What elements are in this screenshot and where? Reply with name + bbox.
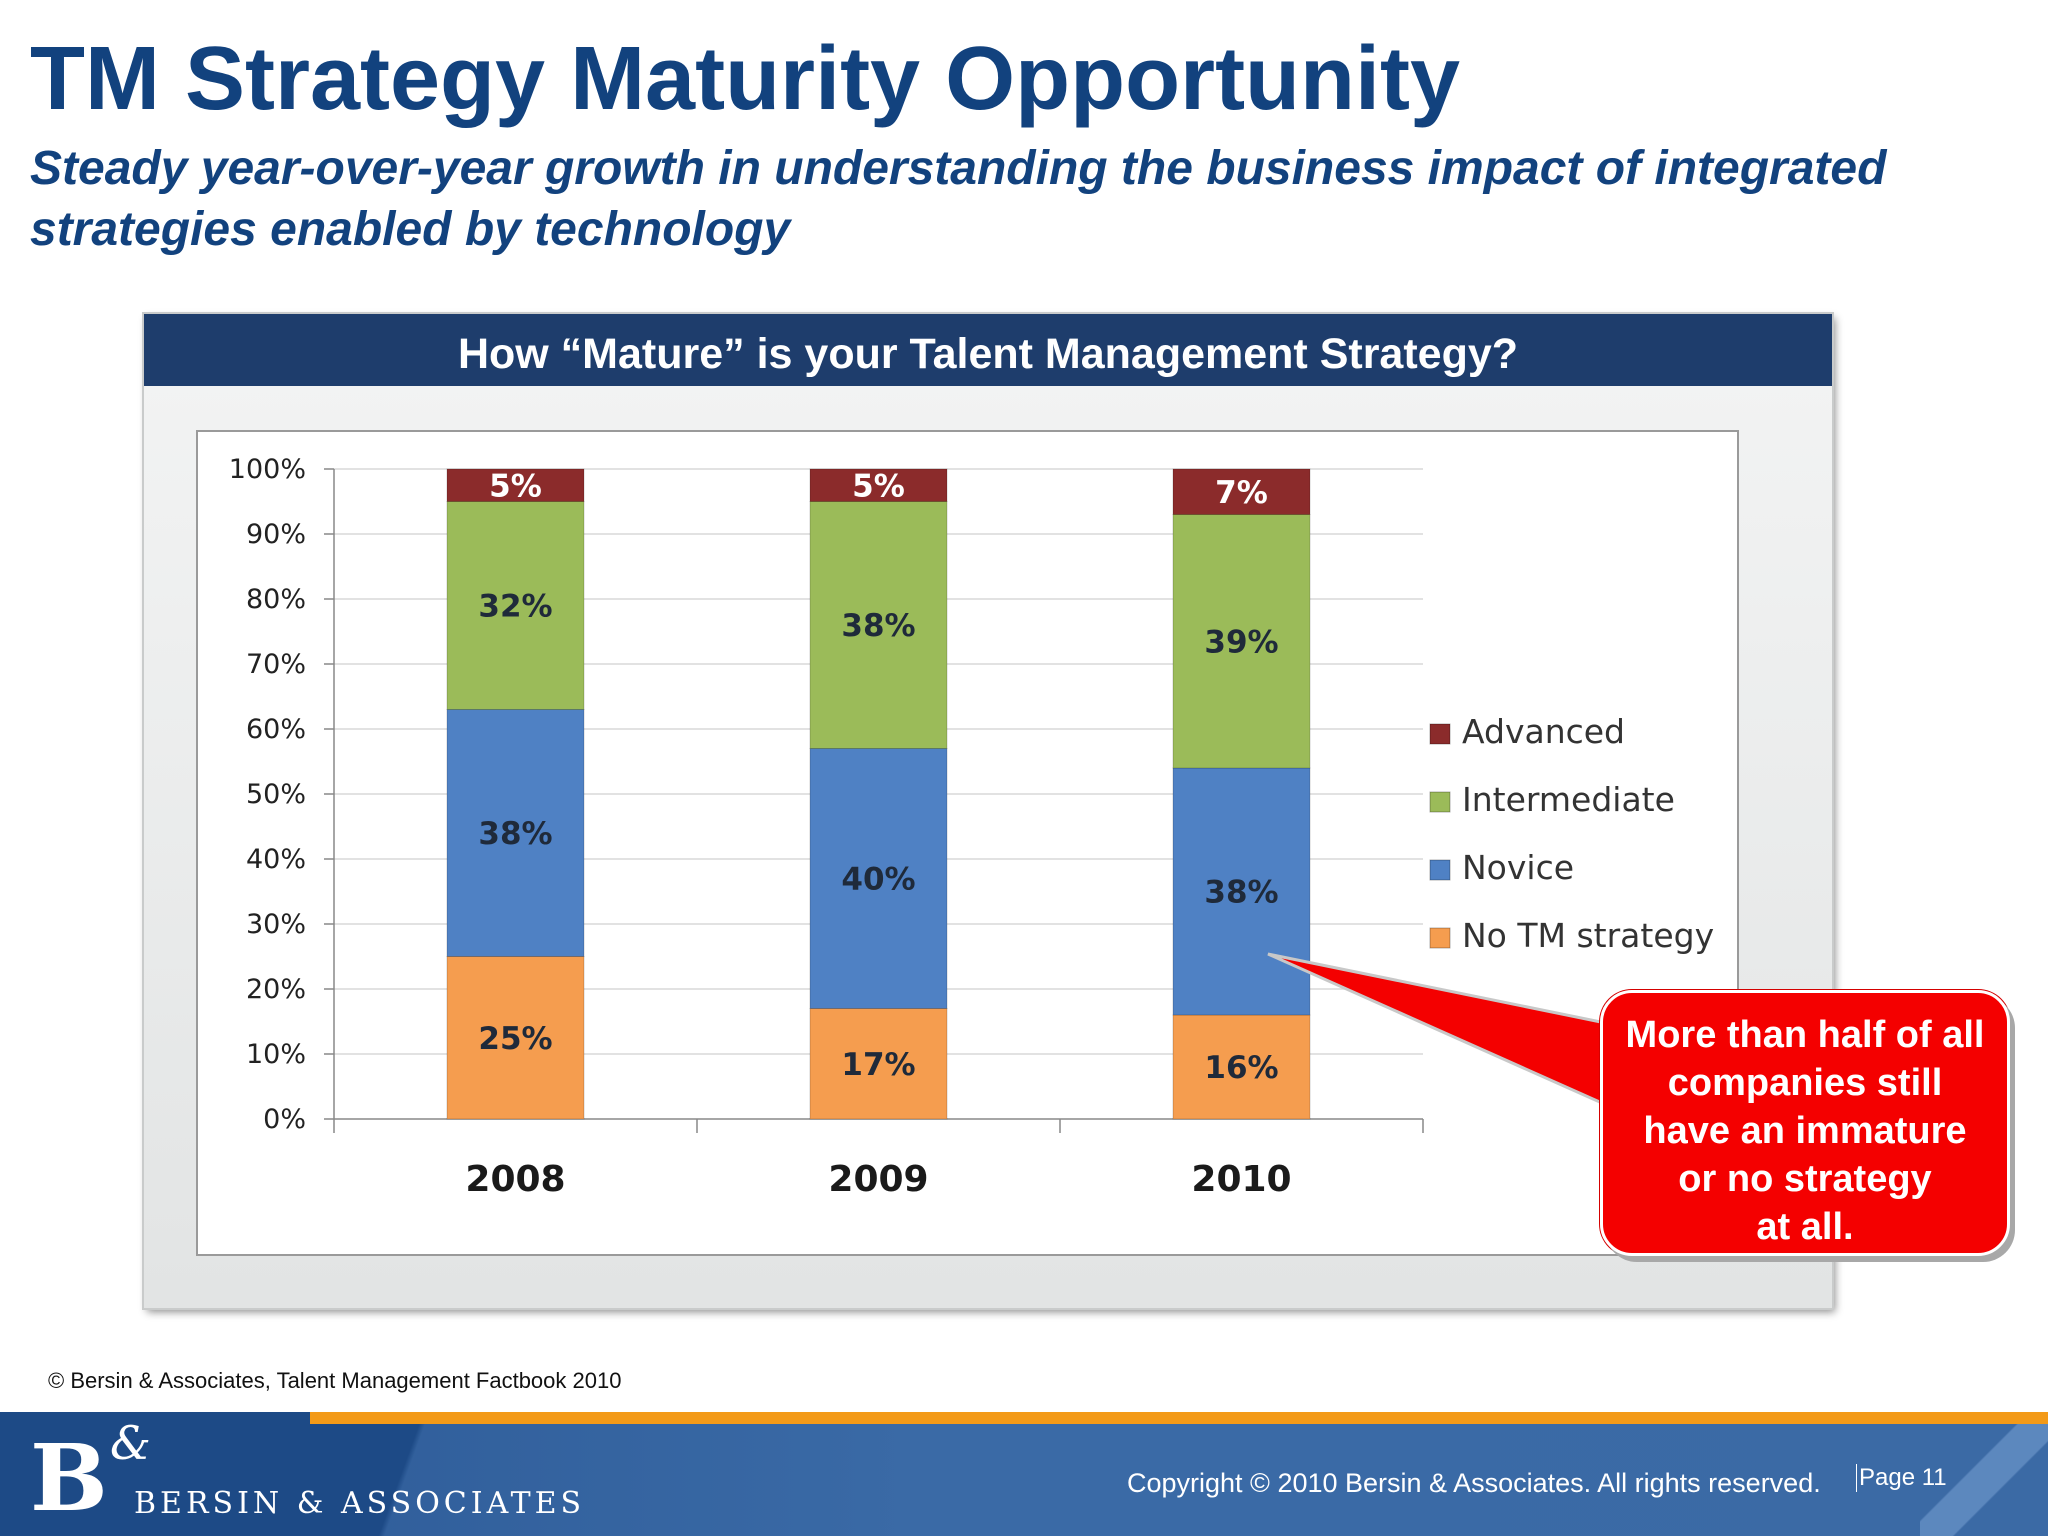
y-tick-label: 80% <box>246 584 306 615</box>
slide-title: TM Strategy Maturity Opportunity <box>30 29 1461 129</box>
y-tick-label: 60% <box>246 714 306 745</box>
x-tick-label: 2008 <box>465 1159 565 1200</box>
source-note: © Bersin & Associates, Talent Management… <box>48 1368 622 1393</box>
bar-segment <box>809 748 948 1009</box>
y-tick-label: 50% <box>246 779 306 810</box>
y-tick-label: 70% <box>246 649 306 680</box>
legend-swatch <box>1429 927 1451 949</box>
data-label: 5% <box>852 468 905 504</box>
legend-label: Novice <box>1462 848 1574 887</box>
callout-box: More than half of all companies still ha… <box>1600 990 2010 1256</box>
data-label: 38% <box>841 608 915 644</box>
data-label: 38% <box>478 816 552 852</box>
logo-letter: B <box>30 1424 108 1532</box>
plot-frame: 0% 10% 20% 30% 40% 50% 60% 70% 80% 90% 100% 25% 38% 3… <box>196 430 1739 1256</box>
stacked-bar-chart: 0% 10% 20% 30% 40% 50% 60% 70% 80% 90% 100% 25% 38% 3… <box>229 454 1714 1200</box>
logo-ampersand: & <box>110 1416 151 1470</box>
footer-decor-stripe <box>1920 1424 2048 1536</box>
bar-segment <box>809 468 948 502</box>
legend-label: Intermediate <box>1462 780 1675 819</box>
bar-segment <box>809 501 948 749</box>
footer-bar: B & BERSIN & ASSOCIATES Copyright © 2010… <box>0 1412 2048 1536</box>
data-label: 40% <box>841 862 915 898</box>
y-tick-label: 100% <box>229 454 306 485</box>
x-tick-label: 2009 <box>828 1159 928 1200</box>
copyright-text: Copyright © 2010 Bersin & Associates. Al… <box>1127 1468 1821 1498</box>
y-tick-label: 10% <box>246 1039 306 1070</box>
bar-segment <box>446 956 585 1120</box>
legend-label: No TM strategy <box>1462 916 1714 955</box>
y-tick-label: 40% <box>246 844 306 875</box>
data-label: 25% <box>478 1021 552 1057</box>
bar-segment <box>809 1008 948 1120</box>
data-label: 32% <box>478 589 552 625</box>
legend-swatch <box>1429 791 1451 813</box>
chart-panel: How “Mature” is your Talent Management S… <box>144 314 1832 1308</box>
bar-segment <box>1172 514 1311 769</box>
data-label: 38% <box>1204 875 1278 911</box>
footer-logo-band <box>0 1412 560 1536</box>
legend-label: Advanced <box>1462 712 1625 751</box>
chart-title: How “Mature” is your Talent Management S… <box>144 314 1832 386</box>
y-tick-label: 90% <box>246 519 306 550</box>
bar-segment <box>446 468 585 502</box>
logo-text: BERSIN & ASSOCIATES <box>134 1486 586 1521</box>
page-number: Page 11 <box>1856 1464 1947 1492</box>
data-label: 39% <box>1204 624 1278 660</box>
y-tick-label: 0% <box>263 1104 306 1135</box>
bar-segment <box>446 709 585 957</box>
footer-accent-stripe <box>310 1412 2048 1424</box>
data-label: 16% <box>1204 1050 1278 1086</box>
data-label: 7% <box>1215 475 1268 511</box>
bar-segment <box>446 501 585 710</box>
bar-segment <box>1172 468 1311 515</box>
y-tick-label: 20% <box>246 974 306 1005</box>
slide-subtitle: Steady year-over-year growth in understa… <box>30 142 1887 256</box>
data-label: 5% <box>489 468 542 504</box>
y-tick-label: 30% <box>246 909 306 940</box>
data-label: 17% <box>841 1047 915 1083</box>
x-tick-label: 2010 <box>1191 1159 1291 1200</box>
legend-swatch <box>1429 859 1451 881</box>
legend-swatch <box>1429 723 1451 745</box>
